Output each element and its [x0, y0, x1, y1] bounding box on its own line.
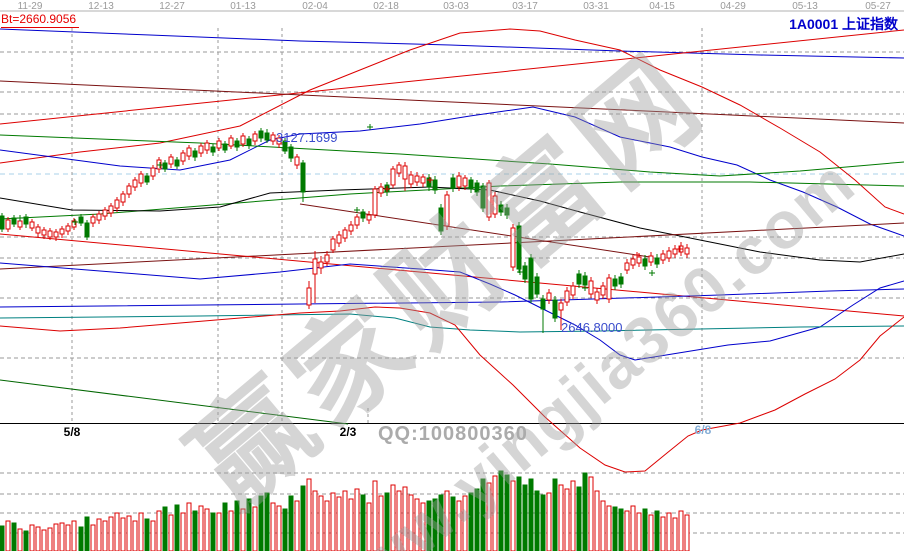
gann-red-rising	[0, 29, 904, 125]
gann-label: 5/8	[63, 425, 81, 439]
date-label: 12-27	[159, 1, 185, 12]
gann-green-falling	[0, 379, 349, 425]
date-label: 01-13	[230, 1, 256, 12]
date-label: 04-29	[720, 1, 746, 12]
date-label: 05-13	[792, 1, 818, 12]
date-label: 02-18	[373, 1, 399, 12]
env-green-upper	[0, 134, 904, 177]
gann-maroon-upper	[0, 80, 904, 124]
candlesticks	[0, 128, 690, 333]
date-label: 12-13	[88, 1, 114, 12]
gann-maroon-mid	[299, 203, 651, 258]
band-red-upper	[0, 28, 904, 215]
qq-contact-watermark: QQ:100800360	[378, 423, 528, 445]
low-price-label: 2646.8000	[561, 320, 623, 335]
gann-red-falling	[0, 233, 904, 317]
date-label: 02-04	[302, 1, 328, 12]
peak-price-label: 3127.1699	[276, 130, 338, 145]
env-green-mid	[0, 181, 904, 220]
gridlines	[0, 10, 904, 534]
signal-markers	[17, 124, 683, 291]
ma-blue-top	[0, 28, 904, 59]
volume-bars	[0, 470, 690, 551]
date-label: 03-31	[583, 1, 609, 12]
date-label: 03-17	[512, 1, 538, 12]
ma-blue-hump	[0, 106, 904, 237]
symbol-title: 1A0001 上证指数	[789, 14, 898, 34]
indicator-lines	[0, 28, 904, 473]
ma-blue-wavy	[0, 262, 904, 361]
line-teal	[0, 313, 904, 333]
band-red-lower	[0, 306, 904, 473]
date-label: 05-27	[865, 1, 891, 12]
date-label: 04-15	[649, 1, 675, 12]
ma-black	[0, 186, 904, 263]
gann-maroon-lower	[0, 222, 904, 270]
symbol-name: 上证指数	[842, 16, 898, 32]
date-label: 11-29	[17, 1, 43, 12]
date-label: 03-03	[443, 1, 469, 12]
gann-label: 2/3	[339, 425, 357, 439]
bt-value-label: Bt=2660.9056	[1, 12, 80, 28]
gann-label: 6/8	[694, 423, 712, 437]
symbol-code: 1A0001	[789, 16, 839, 32]
